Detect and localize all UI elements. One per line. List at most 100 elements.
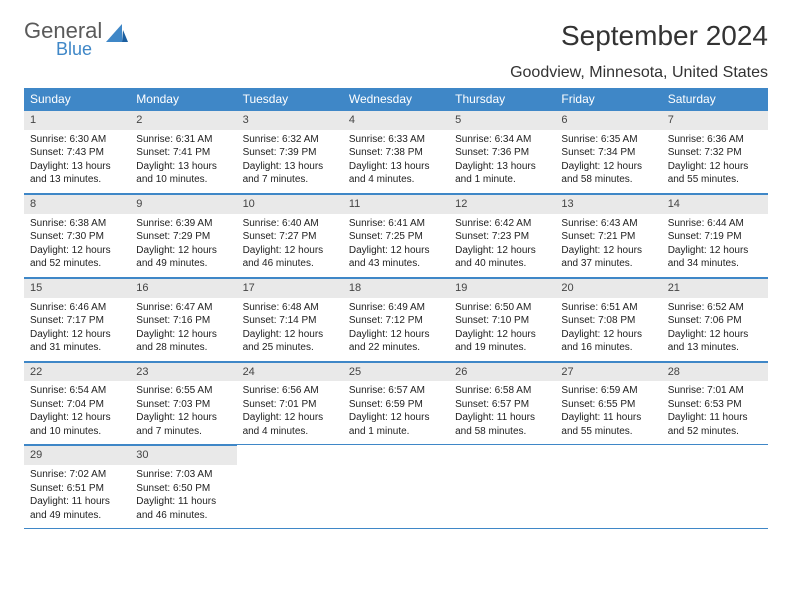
calendar-day-cell xyxy=(555,445,661,529)
sunset-line: Sunset: 7:16 PM xyxy=(136,314,230,328)
day-number: 22 xyxy=(24,362,130,382)
day-body: Sunrise: 6:40 AMSunset: 7:27 PMDaylight:… xyxy=(237,214,343,277)
day-number: 28 xyxy=(662,362,768,382)
sunset-line: Sunset: 7:03 PM xyxy=(136,398,230,412)
daylight-line: Daylight: 11 hours and 49 minutes. xyxy=(30,495,124,522)
day-body: Sunrise: 6:38 AMSunset: 7:30 PMDaylight:… xyxy=(24,214,130,277)
sunset-line: Sunset: 6:51 PM xyxy=(30,482,124,496)
daylight-line: Daylight: 12 hours and 19 minutes. xyxy=(455,328,549,355)
weekday-header: Friday xyxy=(555,88,661,110)
daylight-line: Daylight: 12 hours and 55 minutes. xyxy=(668,160,762,187)
day-body: Sunrise: 6:36 AMSunset: 7:32 PMDaylight:… xyxy=(662,130,768,193)
calendar-day-cell xyxy=(343,445,449,529)
day-number: 21 xyxy=(662,278,768,298)
calendar-day-cell: 17Sunrise: 6:48 AMSunset: 7:14 PMDayligh… xyxy=(237,277,343,361)
sunset-line: Sunset: 7:06 PM xyxy=(668,314,762,328)
day-body: Sunrise: 6:41 AMSunset: 7:25 PMDaylight:… xyxy=(343,214,449,277)
day-number: 9 xyxy=(130,194,236,214)
daylight-line: Daylight: 12 hours and 13 minutes. xyxy=(668,328,762,355)
daylight-line: Daylight: 11 hours and 46 minutes. xyxy=(136,495,230,522)
sunset-line: Sunset: 6:55 PM xyxy=(561,398,655,412)
month-title: September 2024 xyxy=(561,20,768,52)
weekday-header: Saturday xyxy=(662,88,768,110)
day-number: 17 xyxy=(237,278,343,298)
day-number: 2 xyxy=(130,110,236,130)
sunrise-line: Sunrise: 6:42 AM xyxy=(455,217,549,231)
day-number: 6 xyxy=(555,110,661,130)
day-body: Sunrise: 6:58 AMSunset: 6:57 PMDaylight:… xyxy=(449,381,555,444)
sunrise-line: Sunrise: 6:50 AM xyxy=(455,301,549,315)
day-number: 11 xyxy=(343,194,449,214)
calendar-day-cell: 7Sunrise: 6:36 AMSunset: 7:32 PMDaylight… xyxy=(662,110,768,193)
daylight-line: Daylight: 12 hours and 4 minutes. xyxy=(243,411,337,438)
daylight-line: Daylight: 12 hours and 28 minutes. xyxy=(136,328,230,355)
calendar-week-row: 8Sunrise: 6:38 AMSunset: 7:30 PMDaylight… xyxy=(24,193,768,277)
day-body: Sunrise: 6:59 AMSunset: 6:55 PMDaylight:… xyxy=(555,381,661,444)
calendar-day-cell: 5Sunrise: 6:34 AMSunset: 7:36 PMDaylight… xyxy=(449,110,555,193)
day-body: Sunrise: 6:46 AMSunset: 7:17 PMDaylight:… xyxy=(24,298,130,361)
calendar-week-row: 1Sunrise: 6:30 AMSunset: 7:43 PMDaylight… xyxy=(24,110,768,193)
day-body: Sunrise: 6:32 AMSunset: 7:39 PMDaylight:… xyxy=(237,130,343,193)
day-body: Sunrise: 6:49 AMSunset: 7:12 PMDaylight:… xyxy=(343,298,449,361)
day-body: Sunrise: 6:51 AMSunset: 7:08 PMDaylight:… xyxy=(555,298,661,361)
calendar-day-cell: 22Sunrise: 6:54 AMSunset: 7:04 PMDayligh… xyxy=(24,361,130,445)
calendar-day-cell: 19Sunrise: 6:50 AMSunset: 7:10 PMDayligh… xyxy=(449,277,555,361)
calendar-day-cell: 23Sunrise: 6:55 AMSunset: 7:03 PMDayligh… xyxy=(130,361,236,445)
calendar-day-cell: 20Sunrise: 6:51 AMSunset: 7:08 PMDayligh… xyxy=(555,277,661,361)
day-body: Sunrise: 6:30 AMSunset: 7:43 PMDaylight:… xyxy=(24,130,130,193)
daylight-line: Daylight: 12 hours and 49 minutes. xyxy=(136,244,230,271)
daylight-line: Daylight: 12 hours and 37 minutes. xyxy=(561,244,655,271)
day-body: Sunrise: 6:31 AMSunset: 7:41 PMDaylight:… xyxy=(130,130,236,193)
sunset-line: Sunset: 6:50 PM xyxy=(136,482,230,496)
sunset-line: Sunset: 7:29 PM xyxy=(136,230,230,244)
day-number: 14 xyxy=(662,194,768,214)
sunset-line: Sunset: 7:32 PM xyxy=(668,146,762,160)
sunrise-line: Sunrise: 6:57 AM xyxy=(349,384,443,398)
sunset-line: Sunset: 6:53 PM xyxy=(668,398,762,412)
sunset-line: Sunset: 7:38 PM xyxy=(349,146,443,160)
calendar-day-cell: 27Sunrise: 6:59 AMSunset: 6:55 PMDayligh… xyxy=(555,361,661,445)
sunrise-line: Sunrise: 6:41 AM xyxy=(349,217,443,231)
sunrise-line: Sunrise: 6:31 AM xyxy=(136,133,230,147)
day-number: 25 xyxy=(343,362,449,382)
day-body: Sunrise: 6:55 AMSunset: 7:03 PMDaylight:… xyxy=(130,381,236,444)
calendar-day-cell xyxy=(662,445,768,529)
calendar-day-cell: 14Sunrise: 6:44 AMSunset: 7:19 PMDayligh… xyxy=(662,193,768,277)
sunrise-line: Sunrise: 6:47 AM xyxy=(136,301,230,315)
sunset-line: Sunset: 7:27 PM xyxy=(243,230,337,244)
day-number: 23 xyxy=(130,362,236,382)
header: General Blue September 2024 xyxy=(24,20,768,58)
daylight-line: Daylight: 11 hours and 55 minutes. xyxy=(561,411,655,438)
sunset-line: Sunset: 7:43 PM xyxy=(30,146,124,160)
sunrise-line: Sunrise: 7:01 AM xyxy=(668,384,762,398)
day-body: Sunrise: 7:02 AMSunset: 6:51 PMDaylight:… xyxy=(24,465,130,528)
daylight-line: Daylight: 12 hours and 25 minutes. xyxy=(243,328,337,355)
calendar-day-cell: 21Sunrise: 6:52 AMSunset: 7:06 PMDayligh… xyxy=(662,277,768,361)
daylight-line: Daylight: 12 hours and 46 minutes. xyxy=(243,244,337,271)
calendar-day-cell: 9Sunrise: 6:39 AMSunset: 7:29 PMDaylight… xyxy=(130,193,236,277)
calendar-day-cell: 13Sunrise: 6:43 AMSunset: 7:21 PMDayligh… xyxy=(555,193,661,277)
calendar-day-cell: 25Sunrise: 6:57 AMSunset: 6:59 PMDayligh… xyxy=(343,361,449,445)
calendar-day-cell: 30Sunrise: 7:03 AMSunset: 6:50 PMDayligh… xyxy=(130,445,236,529)
location: Goodview, Minnesota, United States xyxy=(24,64,768,82)
day-body: Sunrise: 6:47 AMSunset: 7:16 PMDaylight:… xyxy=(130,298,236,361)
weekday-header: Sunday xyxy=(24,88,130,110)
calendar-day-cell xyxy=(237,445,343,529)
day-number: 18 xyxy=(343,278,449,298)
sunrise-line: Sunrise: 6:44 AM xyxy=(668,217,762,231)
daylight-line: Daylight: 12 hours and 52 minutes. xyxy=(30,244,124,271)
day-number: 16 xyxy=(130,278,236,298)
sunrise-line: Sunrise: 6:36 AM xyxy=(668,133,762,147)
day-number: 12 xyxy=(449,194,555,214)
day-body: Sunrise: 6:34 AMSunset: 7:36 PMDaylight:… xyxy=(449,130,555,193)
daylight-line: Daylight: 11 hours and 58 minutes. xyxy=(455,411,549,438)
sunset-line: Sunset: 7:12 PM xyxy=(349,314,443,328)
sunrise-line: Sunrise: 6:40 AM xyxy=(243,217,337,231)
day-number: 30 xyxy=(130,445,236,465)
day-number: 29 xyxy=(24,445,130,465)
sunrise-line: Sunrise: 6:49 AM xyxy=(349,301,443,315)
calendar-table: Sunday Monday Tuesday Wednesday Thursday… xyxy=(24,88,768,529)
calendar-week-row: 29Sunrise: 7:02 AMSunset: 6:51 PMDayligh… xyxy=(24,445,768,529)
calendar-day-cell: 8Sunrise: 6:38 AMSunset: 7:30 PMDaylight… xyxy=(24,193,130,277)
sunset-line: Sunset: 6:59 PM xyxy=(349,398,443,412)
